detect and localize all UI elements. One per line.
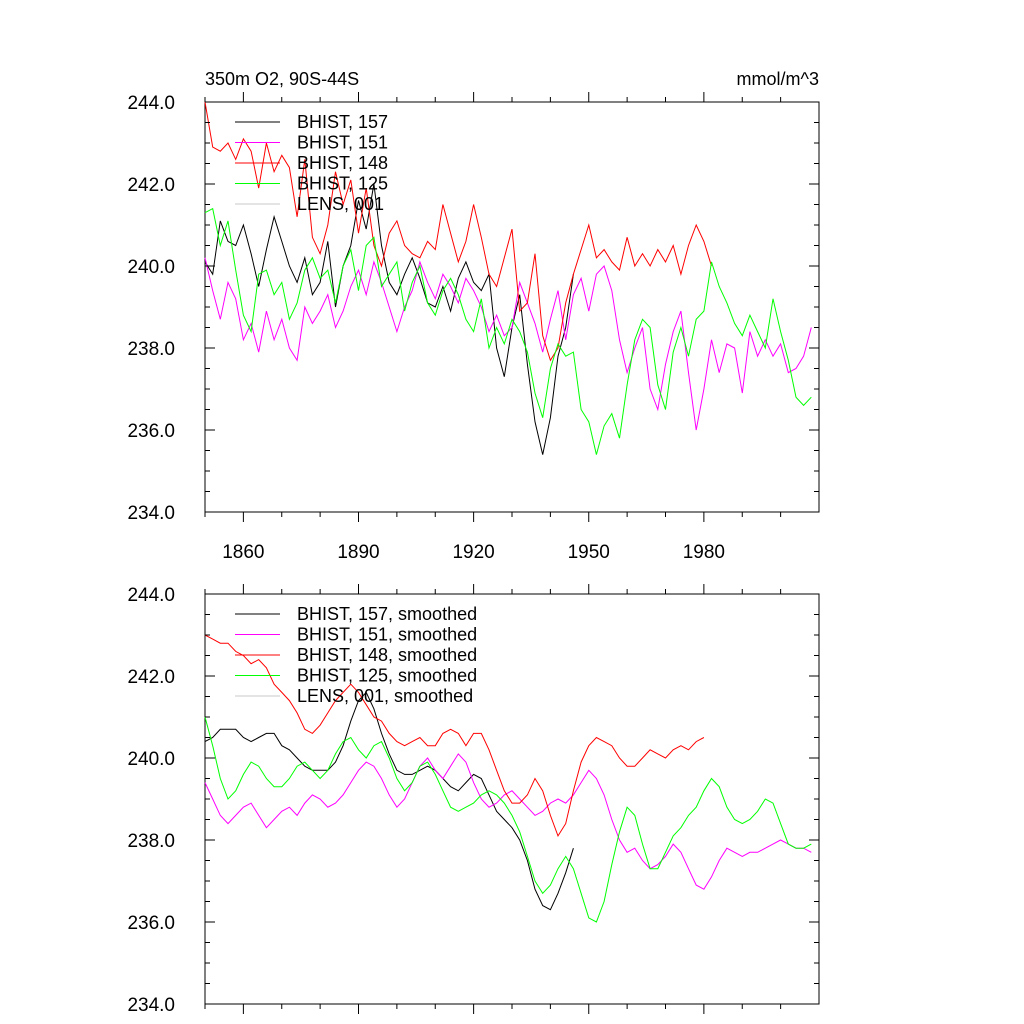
series-line-0 (204, 691, 574, 911)
bottom-panel: 234.0 236.0 238.0 240.0 242.0 244.0 BHIST, 15… (127, 584, 820, 1016)
legend-label-0: BHIST, 157, smoothed (297, 604, 477, 624)
series-line-0 (204, 183, 574, 455)
series-line-3 (204, 207, 812, 455)
y-tick-label: 244.0 (127, 93, 175, 114)
y-tick-label: 234.0 (127, 503, 175, 524)
y-tick-label: 238.0 (127, 339, 175, 360)
legend-label-3: BHIST, 125, smoothed (297, 666, 477, 686)
legend-label-4: LENS, 001, smoothed (297, 686, 473, 706)
series-line-1 (204, 753, 812, 890)
legend-label-2: BHIST, 148, smoothed (297, 645, 477, 665)
legend-label-1: BHIST, 151 (297, 133, 388, 153)
series-line-3 (204, 716, 812, 923)
legend-label-2: BHIST, 148 (297, 153, 388, 173)
x-tick-label: 1890 (337, 542, 379, 563)
tick-layer: 234.0 236.0 238.0 240.0 242.0 244.0 1860 1890 19… (127, 92, 819, 563)
y-tick-label: 240.0 (127, 749, 175, 770)
x-tick-label: 1860 (222, 542, 264, 563)
x-tick-label: 1980 (683, 542, 725, 563)
legend-label-0: BHIST, 157 (297, 112, 388, 132)
x-tick-label: 1920 (452, 542, 494, 563)
y-tick-label: 238.0 (127, 831, 175, 852)
x-tick-label: 1950 (568, 542, 610, 563)
legend-label-3: BHIST, 125 (297, 174, 388, 194)
series-layer (204, 634, 812, 923)
y-tick-label: 242.0 (127, 667, 175, 688)
series-line-1 (204, 257, 812, 431)
y-tick-label: 234.0 (127, 995, 175, 1016)
legend-label-1: BHIST, 151, smoothed (297, 625, 477, 645)
top-panel: 350m O2, 90S-44S mmol/m^3 234.0 236.0 238.… (127, 69, 820, 563)
series-line-2 (204, 101, 712, 362)
y-tick-label: 236.0 (127, 421, 175, 442)
chart-title: 350m O2, 90S-44S (205, 69, 359, 89)
y-tick-label: 242.0 (127, 175, 175, 196)
y-tick-label: 240.0 (127, 257, 175, 278)
y-tick-label: 244.0 (127, 585, 175, 606)
legend-label-4: LENS, 001 (297, 194, 384, 214)
units-label: mmol/m^3 (737, 69, 819, 89)
series-line-2 (204, 634, 705, 838)
tick-layer: 234.0 236.0 238.0 240.0 242.0 244.0 (127, 584, 819, 1016)
series-layer (204, 101, 812, 455)
y-tick-label: 236.0 (127, 913, 175, 934)
